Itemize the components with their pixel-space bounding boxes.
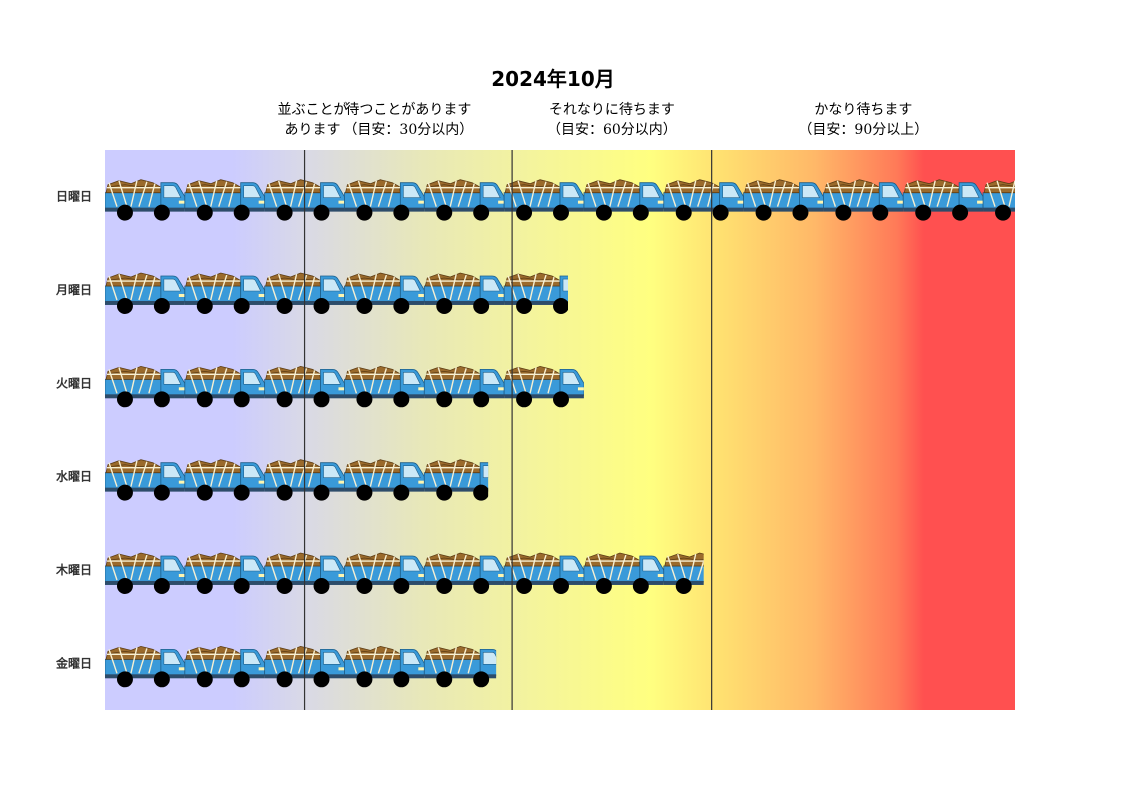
category-label-2: 月曜日 [55, 283, 92, 297]
zone-dividers [303, 150, 713, 710]
zone-label-2-line1: 待つことがあります [345, 102, 471, 118]
zone-label-1-line1: 並ぶことが [278, 102, 348, 118]
category-label-3: 火曜日 [56, 376, 92, 390]
chart-title: 2024年10月 [491, 67, 615, 91]
category-label-5: 木曜日 [55, 562, 92, 577]
category-label-6: 金曜日 [55, 655, 92, 670]
plot-background [105, 150, 1015, 710]
category-label-1: 日曜日 [56, 190, 92, 204]
category-label-4: 水曜日 [56, 469, 92, 484]
zone-label-3-line1: それなりに待ちます [549, 102, 675, 118]
zone-label-1-line2: あります [285, 122, 341, 138]
zone-label-4-line2: （目安：90分以上） [798, 122, 928, 138]
zone-label-3-line2: （目安：60分以内） [547, 122, 677, 138]
zone-label-4-line1: かなり待ちます [814, 102, 912, 118]
zone-label-2-line2: （目安：30分以内） [343, 122, 473, 138]
